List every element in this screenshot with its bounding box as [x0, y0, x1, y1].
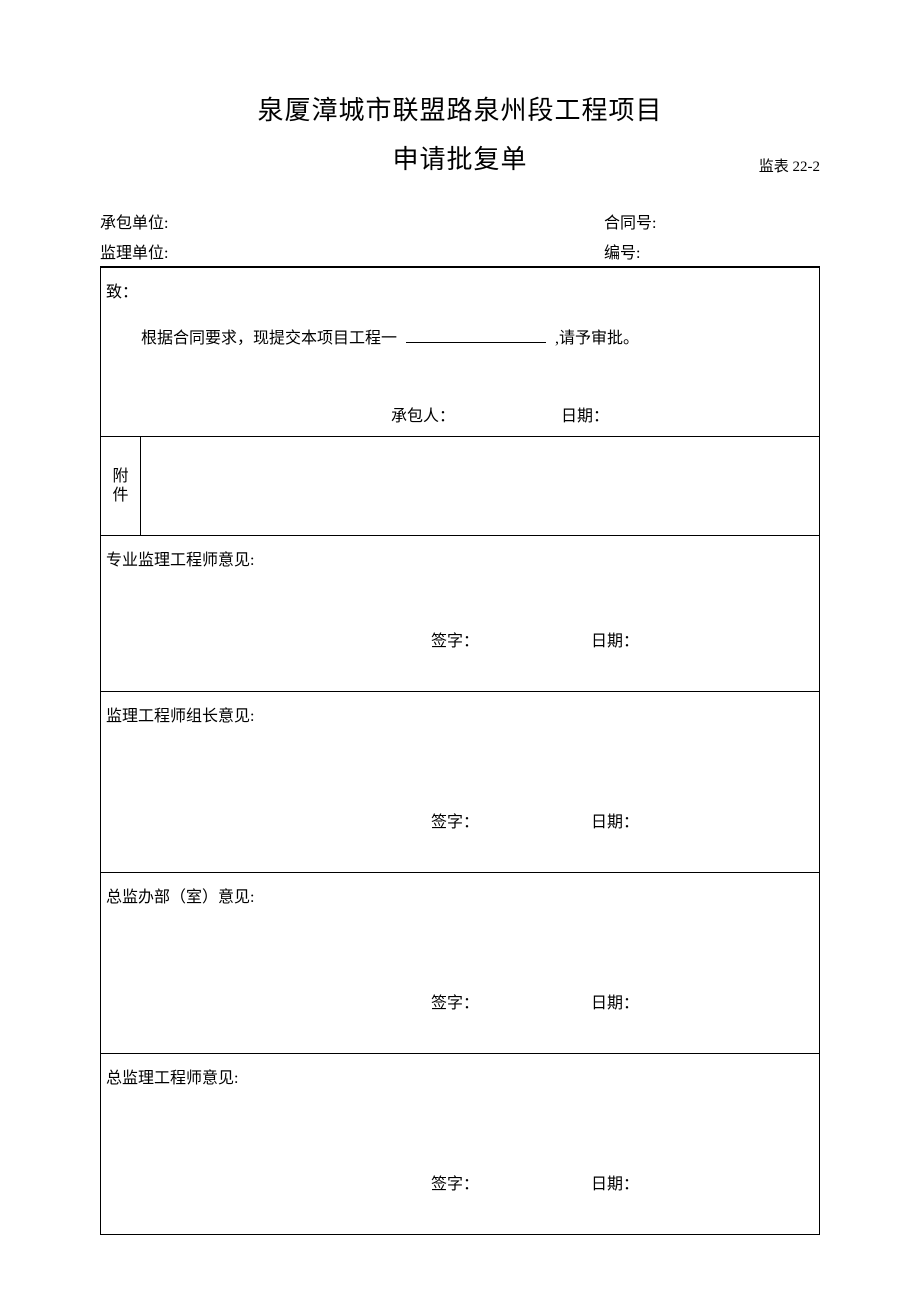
opinion-title-2: 监理工程师组长意见:	[106, 702, 814, 726]
opinion-sig-row-4: 签字： 日期：	[101, 1170, 819, 1194]
header-row-1: 承包单位: 合同号:	[100, 206, 820, 236]
content-suffix: ,请予审批。	[555, 330, 639, 347]
content-prefix: 根据合同要求，现提交本项目工程一	[141, 330, 397, 347]
serial-no-label: 编号:	[604, 239, 820, 263]
opinion-sig-row-3: 签字： 日期：	[101, 989, 819, 1013]
opinion-title-1: 专业监理工程师意见:	[106, 546, 814, 570]
opinion-sig-row-2: 签字： 日期：	[101, 808, 819, 832]
header-row-2: 监理单位: 编号:	[100, 236, 820, 267]
page-container: 泉厦漳城市联盟路泉州段工程项目 申请批复单 监表 22-2 承包单位: 合同号:…	[0, 0, 920, 1295]
date-label-2: 日期：	[591, 808, 741, 832]
form-code: 监表 22-2	[759, 155, 820, 176]
date-label-3: 日期：	[591, 989, 741, 1013]
attachment-label: 附件	[112, 468, 128, 504]
opinion-sig-row-1: 签字： 日期：	[101, 627, 819, 651]
header-info: 承包单位: 合同号: 监理单位: 编号:	[100, 206, 820, 267]
attachment-content-cell[interactable]	[141, 436, 820, 535]
date-label-4: 日期：	[591, 1170, 741, 1194]
sig-label-4: 签字：	[431, 1170, 591, 1194]
to-row: 致： 根据合同要求，现提交本项目工程一 ,请予审批。 承包人： 日期：	[101, 268, 820, 437]
sig-label-1: 签字：	[431, 627, 591, 651]
attachment-row: 附件	[101, 436, 820, 535]
opinion-section-4: 总监理工程师意见: 签字： 日期：	[101, 1054, 819, 1234]
opinion-row-3: 总监办部（室）意见: 签字： 日期：	[101, 873, 820, 1054]
title-section: 泉厦漳城市联盟路泉州段工程项目 申请批复单 监表 22-2	[100, 90, 820, 176]
opinion-title-4: 总监理工程师意见:	[106, 1064, 814, 1088]
main-title: 泉厦漳城市联盟路泉州段工程项目	[100, 90, 820, 127]
opinion-title-3: 总监办部（室）意见:	[106, 883, 814, 907]
opinion-cell-4: 总监理工程师意见: 签字： 日期：	[101, 1054, 820, 1235]
opinion-section-1: 专业监理工程师意见: 签字： 日期：	[101, 536, 819, 691]
attachment-label-cell: 附件	[101, 436, 141, 535]
opinion-cell-1: 专业监理工程师意见: 签字： 日期：	[101, 536, 820, 692]
sig-label-2: 签字：	[431, 808, 591, 832]
date-label: 日期：	[561, 402, 711, 426]
sub-title: 申请批复单	[100, 139, 820, 176]
contractor-sig-label: 承包人：	[391, 402, 561, 426]
main-table: 致： 根据合同要求，现提交本项目工程一 ,请予审批。 承包人： 日期： 附件	[100, 267, 820, 1235]
opinion-row-1: 专业监理工程师意见: 签字： 日期：	[101, 536, 820, 692]
date-label-1: 日期：	[591, 627, 741, 651]
opinion-row-4: 总监理工程师意见: 签字： 日期：	[101, 1054, 820, 1235]
contractor-label: 承包单位:	[100, 209, 532, 233]
to-cell: 致： 根据合同要求，现提交本项目工程一 ,请予审批。 承包人： 日期：	[101, 268, 820, 437]
opinion-section-2: 监理工程师组长意见: 签字： 日期：	[101, 692, 819, 872]
contractor-sig-row: 承包人： 日期：	[101, 394, 819, 436]
blank-field[interactable]	[406, 342, 546, 343]
sig-label-3: 签字：	[431, 989, 591, 1013]
to-label: 致：	[101, 268, 819, 310]
request-content: 根据合同要求，现提交本项目工程一 ,请予审批。	[101, 310, 819, 384]
supervisor-label: 监理单位:	[100, 239, 532, 263]
opinion-section-3: 总监办部（室）意见: 签字： 日期：	[101, 873, 819, 1053]
opinion-cell-2: 监理工程师组长意见: 签字： 日期：	[101, 692, 820, 873]
opinion-cell-3: 总监办部（室）意见: 签字： 日期：	[101, 873, 820, 1054]
opinion-row-2: 监理工程师组长意见: 签字： 日期：	[101, 692, 820, 873]
contract-no-label: 合同号:	[604, 209, 820, 233]
